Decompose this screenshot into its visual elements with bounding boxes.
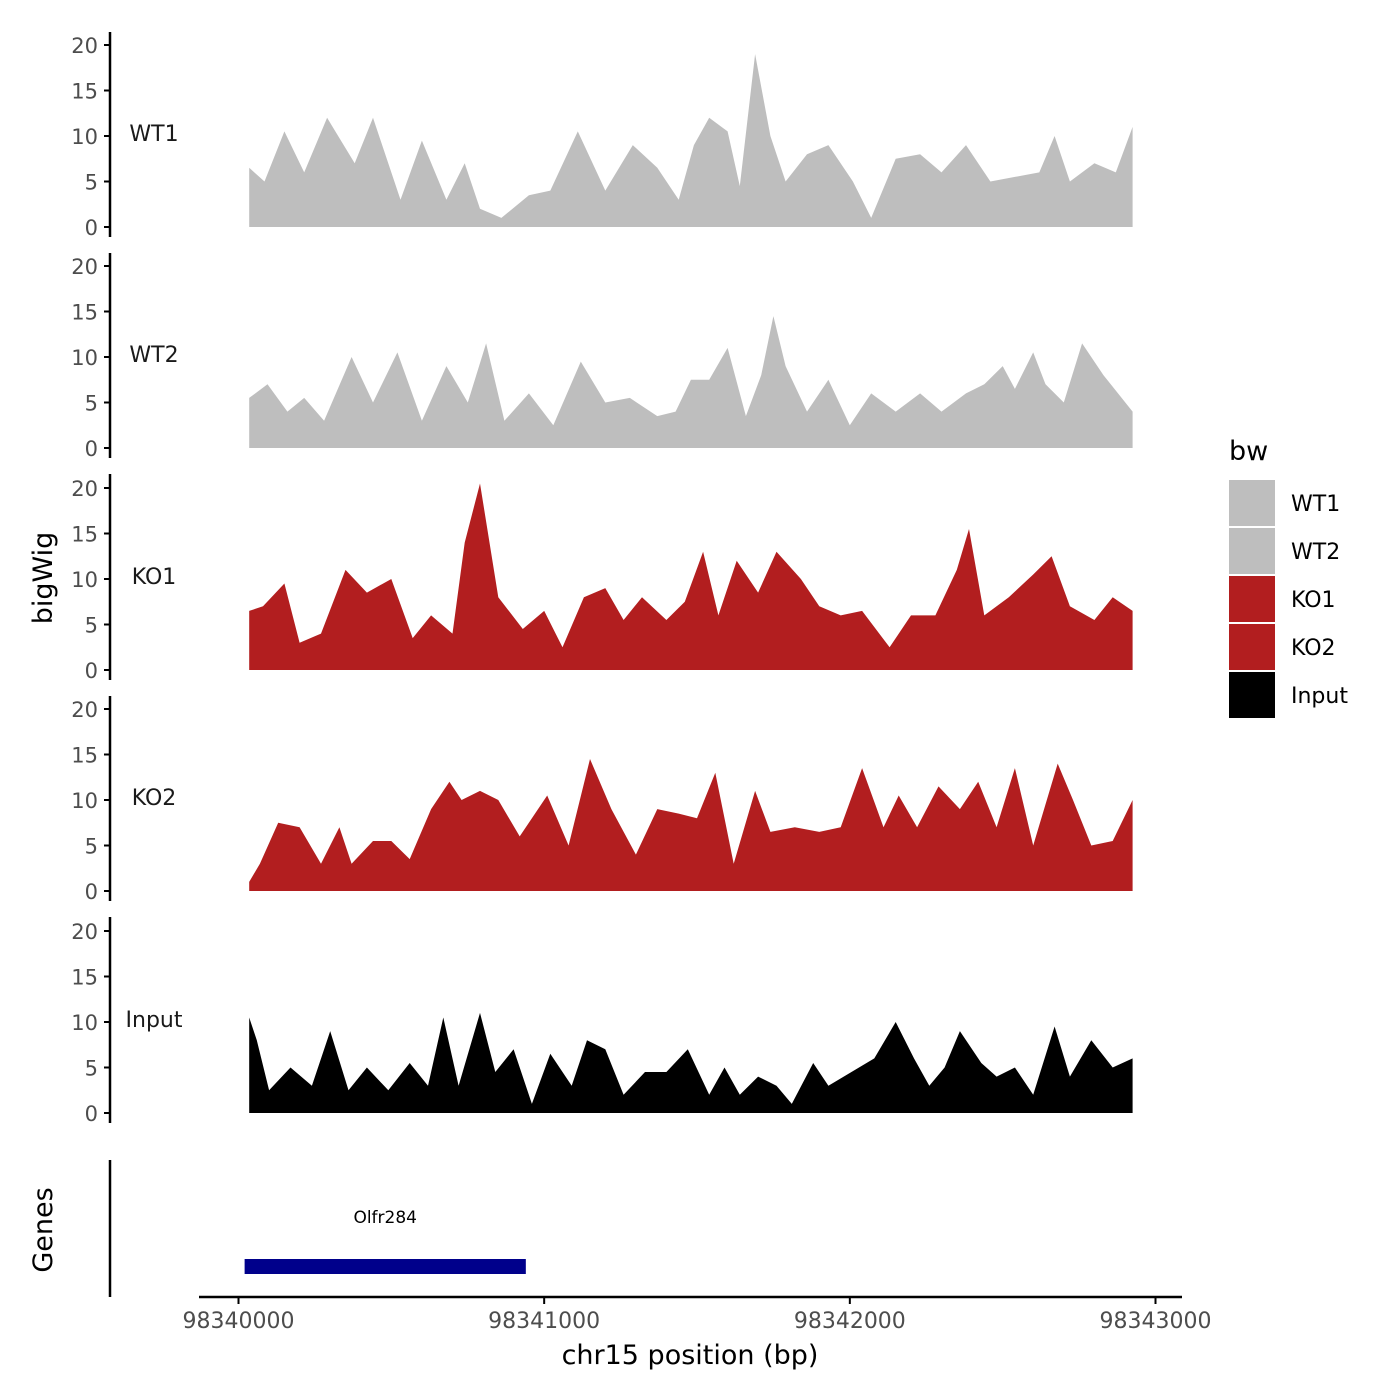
legend-swatch-wt1 <box>1229 480 1275 526</box>
y-tick-label-wt1-20: 20 <box>71 34 98 58</box>
track-panel-ko1: 0 5 10 15 20 KO1 <box>71 474 1133 683</box>
x-axis: 98340000 98341000 98342000 98343000 <box>183 1295 1212 1334</box>
track-panel-ko2: 0 5 10 15 20 KO2 <box>71 696 1133 904</box>
genes-track-title: Genes <box>28 1187 59 1272</box>
y-tick-label-input-20: 20 <box>71 920 98 944</box>
y-tick-label-wt1-5: 5 <box>85 171 98 195</box>
gene-label-olfr284: Olfr284 <box>353 1208 417 1228</box>
legend-title: bw <box>1229 436 1268 467</box>
x-tick-label-98343000: 98343000 <box>1100 1309 1212 1334</box>
y-tick-label-wt1-10: 10 <box>71 125 98 149</box>
y-tick-label-ko2-15: 15 <box>71 744 98 768</box>
track-label-ko1: KO1 <box>132 565 177 590</box>
x-tick-label-98340000: 98340000 <box>183 1309 295 1334</box>
legend-swatch-input <box>1229 672 1275 718</box>
x-tick-label-98341000: 98341000 <box>488 1309 600 1334</box>
y-tick-label-wt2-20: 20 <box>71 255 98 279</box>
x-tick-label-98342000: 98342000 <box>794 1309 906 1334</box>
y-tick-label-ko2-20: 20 <box>71 698 98 722</box>
track-label-input: Input <box>126 1008 183 1033</box>
track-panel-input: 0 5 10 15 20 Input <box>71 917 1133 1126</box>
series-area-input <box>249 1012 1133 1113</box>
y-tick-label-wt1-0: 0 <box>85 216 98 240</box>
y-tick-label-input-5: 5 <box>85 1057 98 1081</box>
y-tick-label-wt2-10: 10 <box>71 346 98 370</box>
y-tick-label-input-10: 10 <box>71 1011 98 1035</box>
legend-swatch-ko1 <box>1229 576 1275 622</box>
y-tick-label-ko2-10: 10 <box>71 789 98 813</box>
legend-label-ko2: KO2 <box>1291 636 1336 661</box>
y-tick-label-ko1-20: 20 <box>71 477 98 501</box>
legend-label-wt2: WT2 <box>1291 540 1340 565</box>
y-tick-label-ko2-0: 0 <box>85 880 98 904</box>
track-panels: 0 5 10 15 20 WT1 0 5 10 15 20 WT2 0 5 10 15 20 KO1 0 5 10 15 2… <box>71 32 1133 1126</box>
legend-swatch-ko2 <box>1229 624 1275 670</box>
track-panel-wt2: 0 5 10 15 20 WT2 <box>71 253 1133 461</box>
series-area-ko1 <box>249 483 1133 670</box>
y-tick-label-ko1-15: 15 <box>71 523 98 547</box>
legend: bw WT1 WT2 KO1 KO2 Input <box>1229 436 1348 718</box>
legend-label-wt1: WT1 <box>1291 492 1340 517</box>
legend-label-input: Input <box>1291 684 1348 709</box>
track-label-wt2: WT2 <box>129 343 178 368</box>
track-panel-wt1: 0 5 10 15 20 WT1 <box>71 32 1133 240</box>
y-tick-label-ko1-0: 0 <box>85 659 98 683</box>
series-area-ko2 <box>249 759 1133 891</box>
y-tick-label-input-15: 15 <box>71 966 98 990</box>
y-tick-label-ko2-5: 5 <box>85 835 98 859</box>
y-tick-label-ko1-5: 5 <box>85 614 98 638</box>
x-axis-title: chr15 position (bp) <box>562 1340 819 1371</box>
track-label-wt1: WT1 <box>129 122 178 147</box>
y-tick-label-wt1-15: 15 <box>71 80 98 104</box>
series-area-wt1 <box>249 54 1133 227</box>
y-tick-label-wt2-15: 15 <box>71 301 98 325</box>
y-tick-label-ko1-10: 10 <box>71 568 98 592</box>
genes-panel: Olfr284 <box>108 1160 526 1297</box>
track-label-ko2: KO2 <box>132 786 177 811</box>
y-tick-label-wt2-5: 5 <box>85 392 98 416</box>
gene-olfr284 <box>244 1259 526 1274</box>
series-area-wt2 <box>249 316 1133 448</box>
legend-swatch-wt2 <box>1229 528 1275 574</box>
legend-label-ko1: KO1 <box>1291 588 1336 613</box>
y-axis-title: bigWig <box>28 532 59 625</box>
y-tick-label-wt2-0: 0 <box>85 437 98 461</box>
y-tick-label-input-0: 0 <box>85 1102 98 1126</box>
